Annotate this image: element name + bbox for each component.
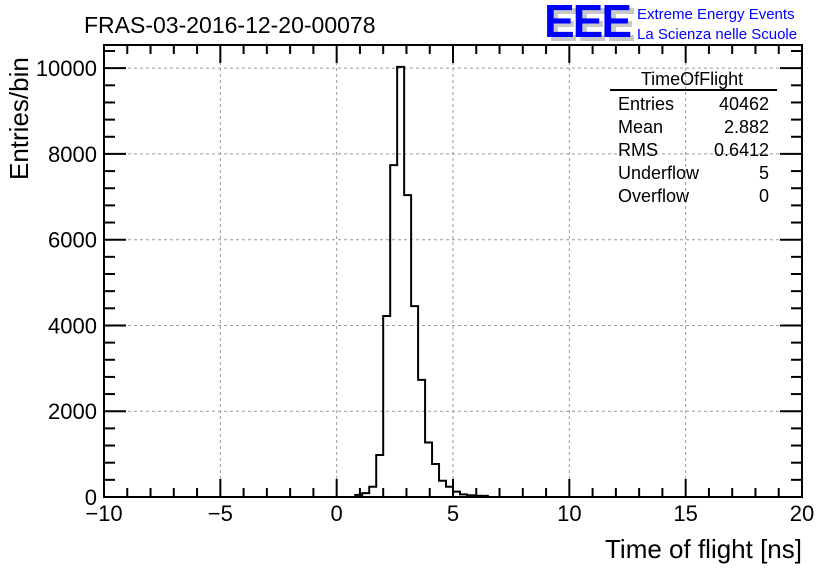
stats-value: 2.882	[724, 117, 769, 137]
stats-title: TimeOfFlight	[641, 69, 743, 89]
y-tick-label: 8000	[48, 142, 97, 167]
eee-logo: EEE Extreme Energy Events La Scienza nel…	[544, 0, 797, 47]
stats-value: 5	[759, 163, 769, 183]
histogram-bin	[390, 165, 397, 497]
histogram-bin	[425, 443, 432, 497]
stats-label: Mean	[618, 117, 663, 137]
x-tick-label: 0	[331, 501, 343, 526]
stats-box: TimeOfFlight Entries 40462 Mean 2.882 RMS 0.6…	[610, 69, 777, 206]
x-tick-label: −5	[208, 501, 233, 526]
x-tick-label: 10	[557, 501, 581, 526]
x-axis-label: Time of flight [ns]	[605, 534, 802, 564]
histogram-bin	[383, 316, 390, 497]
logo-line1: Extreme Energy Events	[637, 6, 795, 23]
stats-label: Underflow	[618, 163, 700, 183]
stats-value: 0.6412	[714, 140, 769, 160]
x-tick-label: 20	[790, 501, 814, 526]
histogram-bin	[397, 67, 404, 497]
x-tick-label: 5	[447, 501, 459, 526]
logo-shadow-letter	[609, 8, 634, 41]
histogram-bin	[404, 195, 411, 497]
stats-label: RMS	[618, 140, 658, 160]
logo-text: EEE	[544, 0, 630, 47]
histogram-bin	[369, 487, 376, 497]
stats-label: Overflow	[618, 186, 690, 206]
histogram-bin	[432, 464, 439, 497]
logo-line2: La Scienza nelle Scuole	[637, 26, 797, 43]
y-tick-label: 10000	[36, 56, 97, 81]
y-tick-label: 0	[85, 485, 97, 510]
histogram-outline	[354, 65, 489, 497]
y-tick-label: 4000	[48, 313, 97, 338]
histogram-bin	[376, 455, 383, 497]
y-tick-label: 2000	[48, 399, 97, 424]
x-tick-label: 15	[673, 501, 697, 526]
histogram-bin	[446, 487, 453, 497]
stats-value: 40462	[719, 94, 769, 114]
stats-label: Entries	[618, 94, 674, 114]
stats-value: 0	[759, 186, 769, 206]
chart-title: FRAS-03-2016-12-20-00078	[84, 12, 376, 38]
logo-shadow-letter	[551, 8, 576, 41]
histogram-bin	[418, 380, 425, 497]
histogram-bin	[439, 481, 446, 497]
logo-shadow-graphic	[551, 8, 634, 41]
x-tick-label: −10	[85, 501, 122, 526]
histogram-bin	[411, 306, 418, 497]
y-axis-label: Entries/bin	[4, 57, 34, 180]
logo-shadow-letter	[580, 8, 605, 41]
y-tick-label: 6000	[48, 228, 97, 253]
